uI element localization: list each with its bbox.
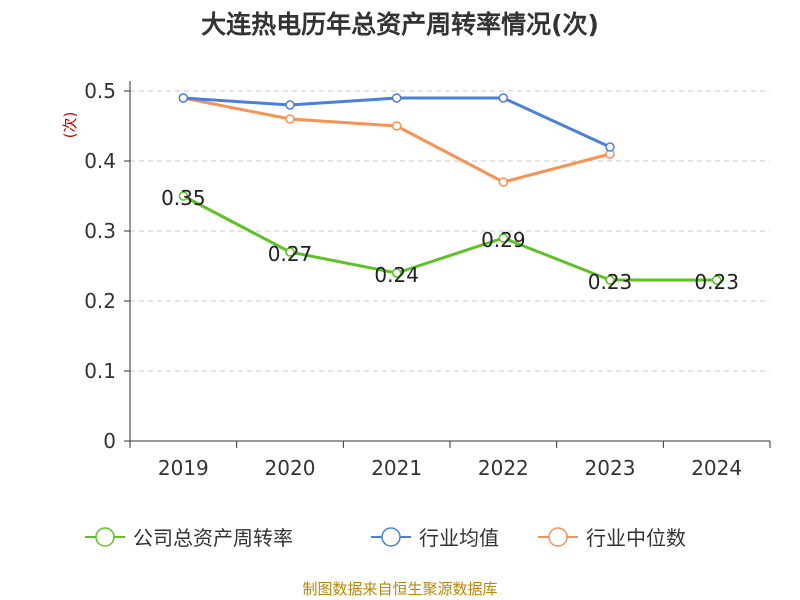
x-tick-label: 2020	[265, 456, 316, 480]
data-point	[285, 100, 295, 110]
data-point	[391, 268, 402, 278]
x-tick-label: 2024	[691, 456, 742, 480]
y-tick-label: 0.2	[84, 289, 116, 313]
x-tick-label: 2023	[585, 456, 636, 480]
data-point	[605, 142, 615, 152]
data-label: 0.35	[161, 186, 206, 210]
legend-marker	[95, 527, 115, 547]
data-point	[711, 275, 722, 285]
x-tick-label: 2019	[158, 456, 209, 480]
series-line	[182, 194, 717, 282]
data-label: 0.23	[694, 270, 739, 294]
chart-title: 大连热电历年总资产周转率情况(次)	[201, 10, 599, 39]
y-tick-label: 0	[103, 429, 116, 453]
data-point	[178, 93, 189, 103]
y-tick-label: 0.1	[84, 359, 116, 383]
y-tick-label: 0.3	[84, 219, 116, 243]
legend-marker	[381, 527, 401, 547]
x-tick-label: 2022	[478, 456, 529, 480]
data-point	[285, 247, 295, 257]
legend-label: 行业均值	[419, 526, 499, 550]
y-tick-label: 0.5	[84, 79, 116, 103]
data-point	[498, 233, 509, 243]
legend-label: 行业中位数	[586, 526, 686, 550]
legend-marker	[548, 527, 568, 547]
data-point	[605, 275, 615, 285]
x-tick-label: 2021	[371, 456, 422, 480]
data-label: 0.29	[481, 228, 526, 252]
data-point	[285, 114, 295, 124]
data-label: 0.23	[588, 270, 633, 294]
data-point	[178, 191, 189, 201]
data-point	[498, 177, 509, 187]
data-label: 0.27	[268, 242, 313, 266]
data-point	[391, 93, 402, 103]
source-note: 制图数据来自恒生聚源数据库	[302, 580, 498, 598]
data-point	[498, 93, 509, 103]
y-axis-label: (次)	[61, 112, 79, 139]
y-tick-label: 0.4	[84, 149, 116, 173]
data-label: 0.24	[374, 263, 419, 287]
data-point	[391, 121, 402, 131]
legend-label: 公司总资产周转率	[133, 526, 293, 550]
series-line	[183, 96, 611, 184]
